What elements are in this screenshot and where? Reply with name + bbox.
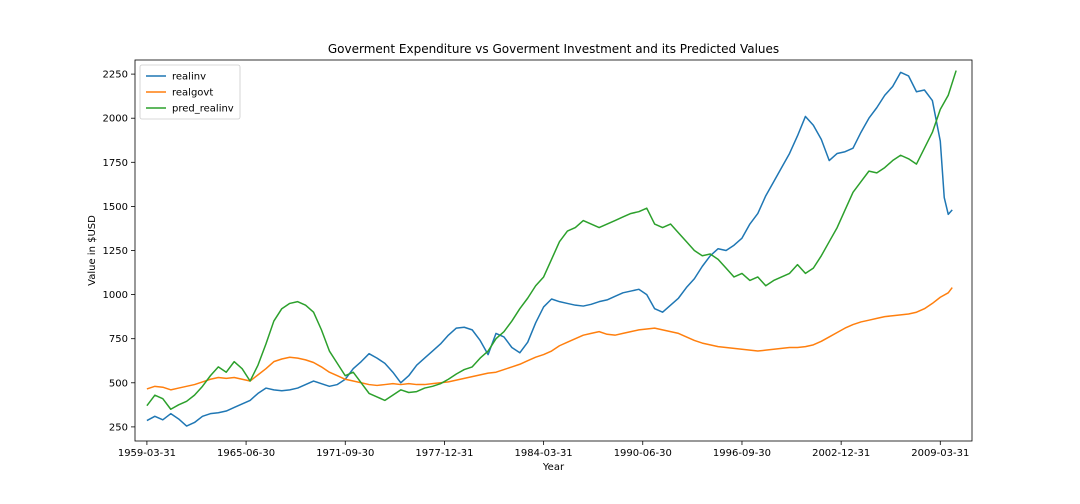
y-tick-label: 1250 [103,246,128,257]
y-tick-label: 1500 [103,202,128,213]
y-tick-label: 2000 [103,114,128,125]
series-line-pred_realinv [146,70,957,410]
x-tick-label: 1971-09-30 [316,448,374,459]
series-line-realinv [146,71,953,427]
x-tick-label: 1990-06-30 [614,448,672,459]
y-tick-label: 500 [109,378,128,389]
y-tick-label: 2250 [103,70,128,81]
y-tick-label: 750 [109,334,128,345]
legend: realinv realgovt pred_realinv [139,64,241,120]
y-axis-label: Value in $USD [87,215,98,286]
x-axis: 1959-03-31 1965-06-30 1971-09-30 1977-12-31… [118,441,969,459]
y-tick-label: 1000 [103,290,128,301]
chart-title: Goverment Expenditure vs Goverment Inves… [328,42,779,56]
x-tick-label: 1996-09-30 [713,448,771,459]
legend-label-realinv: realinv [172,72,206,83]
x-tick-label: 1984-03-31 [515,448,573,459]
y-tick-label: 1750 [103,158,128,169]
legend-label-realgovt: realgovt [172,88,213,99]
legend-box [139,64,241,120]
x-tick-label: 1959-03-31 [118,448,176,459]
x-tick-label: 2009-03-31 [911,448,969,459]
series-line-realgovt [146,287,953,391]
y-tick-label: 250 [109,422,128,433]
x-tick-label: 1977-12-31 [415,448,473,459]
y-axis: 250 500 750 1000 1250 1500 1750 2000 2250 [103,70,135,433]
x-tick-label: 1965-06-30 [217,448,275,459]
legend-label-pred_realinv: pred_realinv [172,104,234,115]
x-tick-label: 2002-12-31 [812,448,870,459]
x-axis-label: Year [542,462,565,473]
plot-lines [146,70,957,427]
